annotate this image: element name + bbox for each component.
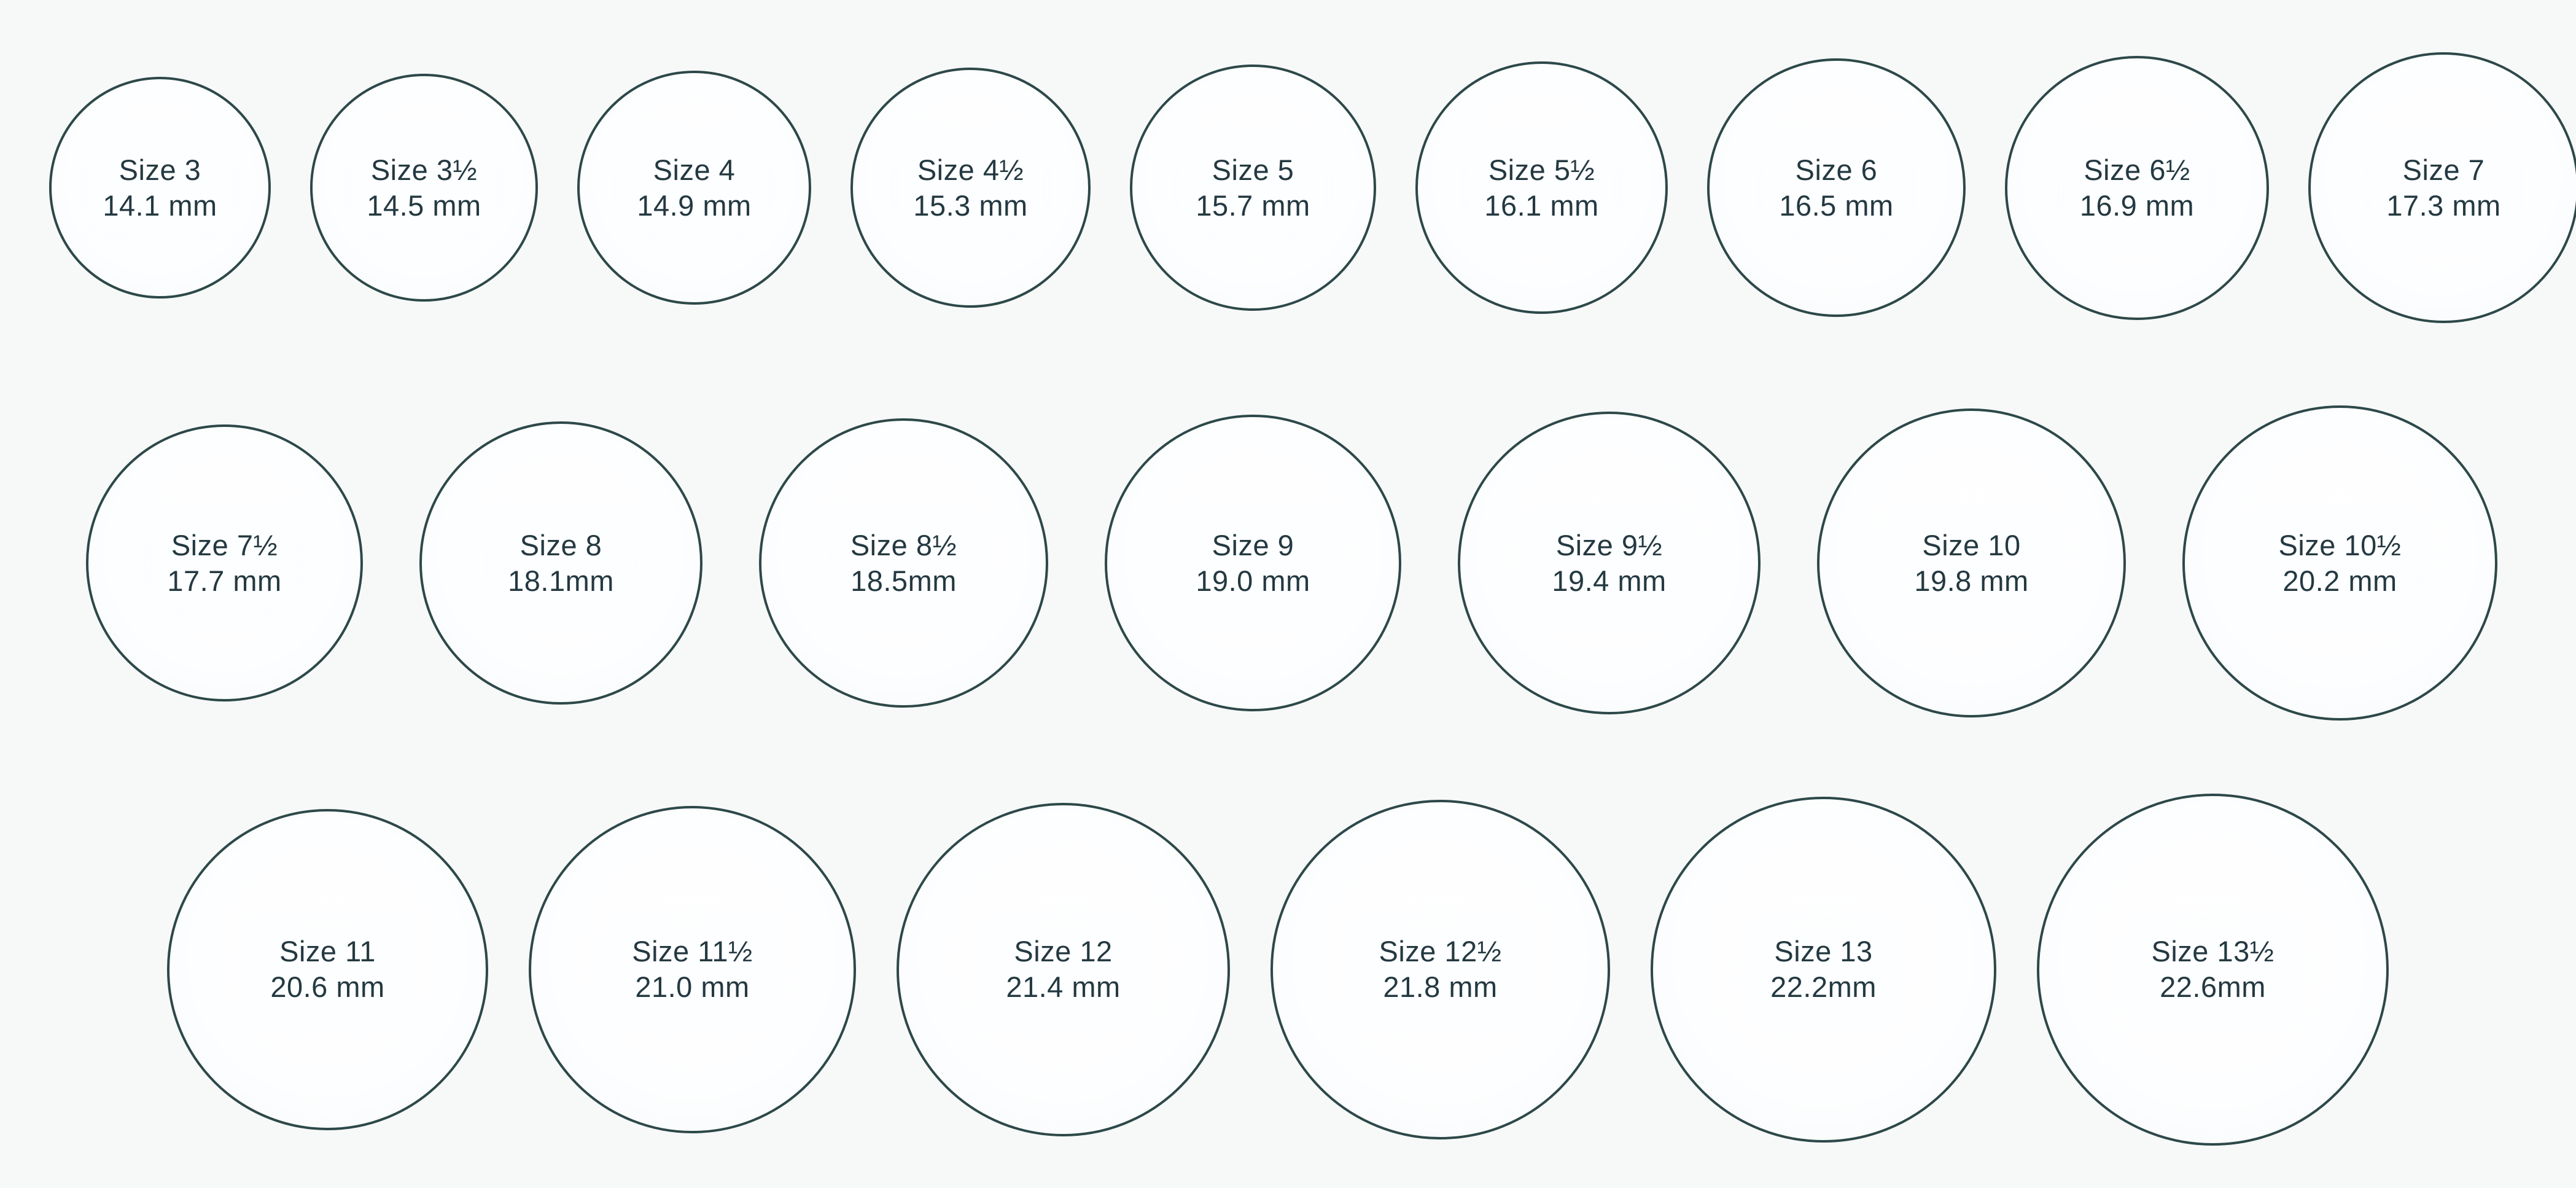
ring-size-text: Size 10½ [2278,528,2402,561]
ring-diameter-text: 19.8 mm [1914,564,2029,597]
ring-label: Size 11 20.6 mm [264,932,391,1006]
ring-size-text: Size 7½ [171,528,278,561]
ring-row-2: Size 7½ 17.7 mm Size 8 18.1mm Size 8½ 18.5mm S… [0,375,2576,751]
ring-label: Size 3 14.1 mm [96,150,224,225]
ring-size-text: Size 10 [1922,528,2021,561]
ring-label: Size 3½ 14.5 mm [360,150,488,225]
ring-diameter-text: 14.1 mm [103,189,217,222]
ring-size-text: Size 12 [1014,935,1113,967]
ring-diameter-text: 19.4 mm [1552,564,1667,597]
ring-circle: Size 8 18.1mm [419,421,702,705]
ring-diameter-text: 22.2mm [1770,971,1877,1003]
ring-label: Size 10½ 20.2 mm [2272,526,2408,600]
ring-diameter-text: 15.7 mm [1196,189,1310,222]
ring-size-text: Size 12½ [1379,935,1502,967]
ring-circle: Size 12 21.4 mm [897,802,1230,1136]
ring-circle: Size 13½ 22.6mm [2037,793,2389,1146]
ring-size-text: Size 11 [279,935,376,967]
ring-diameter-text: 20.6 mm [270,971,385,1003]
ring-label: Size 13 22.2mm [1764,932,1883,1006]
ring-size-text: Size 4½ [917,153,1024,186]
ring-size-text: Size 11½ [632,935,753,967]
ring-label: Size 4 14.9 mm [631,150,758,225]
ring-size-text: Size 8 [519,528,602,561]
ring-diameter-text: 21.8 mm [1383,971,1498,1003]
ring-label: Size 13½ 22.6mm [2145,932,2281,1006]
ring-diameter-text: 18.5mm [850,564,957,597]
ring-circle: Size 5 15.7 mm [1130,64,1376,311]
ring-circle: Size 9 19.0 mm [1105,415,1401,711]
ring-diameter-text: 16.1 mm [1484,189,1599,222]
ring-label: Size 6 16.5 mm [1773,150,1900,225]
ring-diameter-text: 21.4 mm [1006,971,1121,1003]
ring-diameter-text: 22.6mm [2160,971,2266,1003]
ring-label: Size 9½ 19.4 mm [1546,526,1673,600]
ring-circle: Size 6 16.5 mm [1707,58,1966,317]
ring-label: Size 11½ 21.0 mm [626,932,759,1006]
ring-row-1: Size 3 14.1 mm Size 3½ 14.5 mm Size 4 14.9 mm… [0,0,2576,375]
ring-size-text: Size 4 [653,153,736,186]
ring-row-3: Size 11 20.6 mm Size 11½ 21.0 mm Size 12 21.4… [0,751,2576,1188]
ring-circle: Size 12½ 21.8 mm [1270,799,1610,1139]
ring-diameter-text: 18.1mm [508,564,614,597]
ring-circle: Size 6½ 16.9 mm [2005,55,2269,320]
ring-circle: Size 4 14.9 mm [577,71,811,305]
ring-size-text: Size 6½ [2084,153,2190,186]
ring-circle: Size 7 17.3 mm [2308,52,2576,323]
ring-size-text: Size 13½ [2151,935,2274,967]
ring-circle: Size 3½ 14.5 mm [310,74,538,302]
ring-diameter-text: 14.9 mm [637,189,752,222]
ring-circle: Size 3 14.1 mm [49,77,271,299]
ring-circle: Size 10½ 20.2 mm [2182,405,2497,721]
ring-diameter-text: 14.5 mm [367,189,481,222]
ring-label: Size 10 19.8 mm [1908,526,2035,600]
ring-label: Size 12½ 21.8 mm [1372,932,1508,1006]
ring-label: Size 6½ 16.9 mm [2073,150,2201,225]
ring-diameter-text: 17.3 mm [2386,189,2501,222]
ring-size-text: Size 5 [1212,153,1294,186]
ring-circle: Size 4½ 15.3 mm [850,68,1091,308]
ring-label: Size 7 17.3 mm [2380,150,2507,225]
ring-size-text: Size 9 [1212,528,1294,561]
ring-label: Size 8½ 18.5mm [844,526,963,600]
ring-diameter-text: 16.9 mm [2079,189,2195,222]
ring-circle: Size 11 20.6 mm [167,808,488,1130]
ring-circle: Size 7½ 17.7 mm [86,424,363,701]
ring-label: Size 7½ 17.7 mm [161,526,288,600]
ring-size-text: Size 8½ [850,528,957,561]
ring-diameter-text: 15.3 mm [913,189,1028,222]
ring-size-text: Size 6 [1795,153,1878,186]
ring-label: Size 5½ 16.1 mm [1478,150,1605,225]
ring-size-text: Size 9½ [1555,528,1663,561]
ring-diameter-text: 20.2 mm [2282,564,2397,597]
ring-circle: Size 13 22.2mm [1651,796,1996,1143]
ring-size-text: Size 5½ [1488,153,1595,186]
ring-circle: Size 8½ 18.5mm [759,418,1048,708]
ring-diameter-text: 17.7 mm [167,564,282,597]
ring-label: Size 5 15.7 mm [1189,150,1317,225]
ring-diameter-text: 21.0 mm [635,971,750,1003]
ring-label: Size 12 21.4 mm [1000,932,1127,1006]
ring-label: Size 9 19.0 mm [1189,526,1317,600]
ring-circle: Size 11½ 21.0 mm [529,805,856,1133]
ring-diameter-text: 16.5 mm [1779,189,1894,222]
ring-circle: Size 9½ 19.4 mm [1458,412,1761,714]
ring-circle: Size 10 19.8 mm [1817,408,2126,717]
ring-size-text: Size 3½ [370,153,478,186]
ring-size-text: Size 7 [2402,153,2485,186]
ring-size-text: Size 13 [1774,935,1873,967]
ring-label: Size 8 18.1mm [502,526,620,600]
ring-label: Size 4½ 15.3 mm [907,150,1034,225]
ring-circle: Size 5½ 16.1 mm [1415,61,1668,314]
ring-diameter-text: 19.0 mm [1196,564,1310,597]
ring-size-text: Size 3 [119,153,201,186]
